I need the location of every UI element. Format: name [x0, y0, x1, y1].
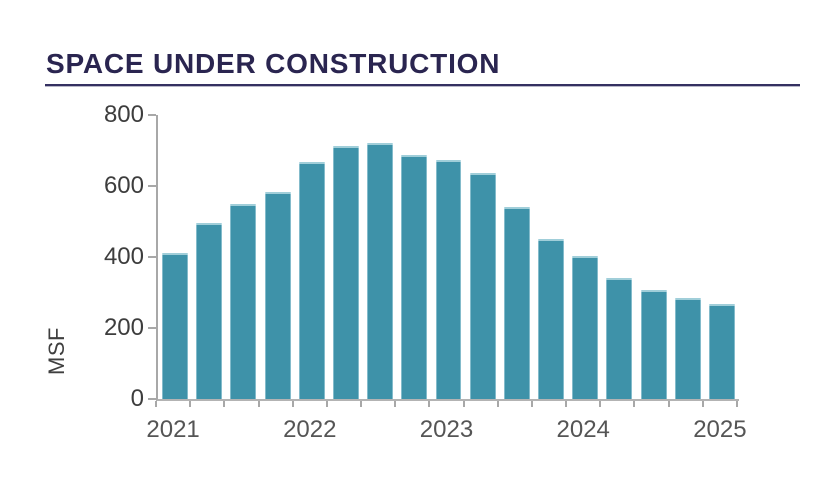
x-tick-label-2023: 2023 — [419, 416, 474, 443]
bar-q3-2022 — [367, 143, 394, 399]
x-tick-17 — [736, 401, 738, 407]
x-tick-label-2022: 2022 — [283, 416, 337, 443]
x-tick-16 — [701, 401, 704, 407]
x-tick-6 — [360, 401, 363, 407]
x-tick-15 — [667, 401, 670, 407]
y-tick-800 — [148, 114, 156, 116]
x-tick-14 — [633, 401, 636, 407]
bar-q1-2025 — [708, 303, 735, 399]
y-tick-400 — [148, 256, 156, 258]
bar-q3-2023 — [503, 206, 530, 399]
title-underline-rule — [45, 84, 800, 86]
x-tick-5 — [325, 401, 328, 407]
bar-q1-2021 — [162, 253, 189, 399]
x-tick-4 — [291, 401, 294, 407]
x-tick-10 — [496, 401, 499, 407]
bar-q4-2022 — [401, 155, 428, 399]
y-tick-label-200: 200 — [103, 314, 144, 341]
bar-q4-2021 — [264, 192, 291, 399]
y-tick-600 — [148, 185, 156, 187]
x-tick-9 — [462, 401, 465, 407]
chart-title: SPACE UNDER CONSTRUCTION — [46, 48, 501, 79]
x-tick-11 — [530, 401, 533, 407]
bar-q1-2023 — [435, 160, 462, 399]
x-tick-12 — [565, 401, 568, 407]
y-tick-label-800: 800 — [103, 101, 144, 128]
y-tick-0 — [148, 398, 156, 400]
bar-q2-2022 — [332, 145, 359, 399]
x-tick-3 — [257, 401, 260, 407]
y-tick-label-400: 400 — [103, 243, 144, 270]
x-tick-1 — [189, 401, 192, 407]
bar-q3-2021 — [230, 203, 257, 399]
bar-q2-2023 — [469, 172, 496, 399]
x-tick-2 — [223, 401, 226, 407]
x-tick-label-2025: 2025 — [693, 416, 747, 443]
y-tick-label-0: 0 — [130, 385, 144, 412]
x-tick-0 — [155, 401, 157, 407]
bar-q2-2024 — [606, 278, 633, 399]
bar-q3-2024 — [640, 289, 667, 399]
bar-q2-2021 — [196, 222, 223, 399]
x-tick-8 — [428, 401, 431, 407]
bar-q1-2022 — [298, 161, 325, 399]
bar-q4-2024 — [674, 298, 701, 399]
plot-area — [156, 115, 739, 401]
x-tick-label-2021: 2021 — [146, 416, 200, 443]
bar-chart: MSF 0 200 400 600 800 2021 2022 2023 2024 2025 — [0, 100, 814, 484]
y-axis-title: MSF — [44, 327, 69, 375]
y-tick-label-600: 600 — [103, 172, 144, 199]
bar-q4-2023 — [538, 238, 564, 399]
bar-q1-2024 — [572, 256, 599, 399]
y-tick-200 — [148, 327, 156, 329]
x-tick-13 — [599, 401, 602, 407]
x-tick-7 — [394, 401, 397, 407]
x-tick-label-2024: 2024 — [556, 416, 610, 443]
